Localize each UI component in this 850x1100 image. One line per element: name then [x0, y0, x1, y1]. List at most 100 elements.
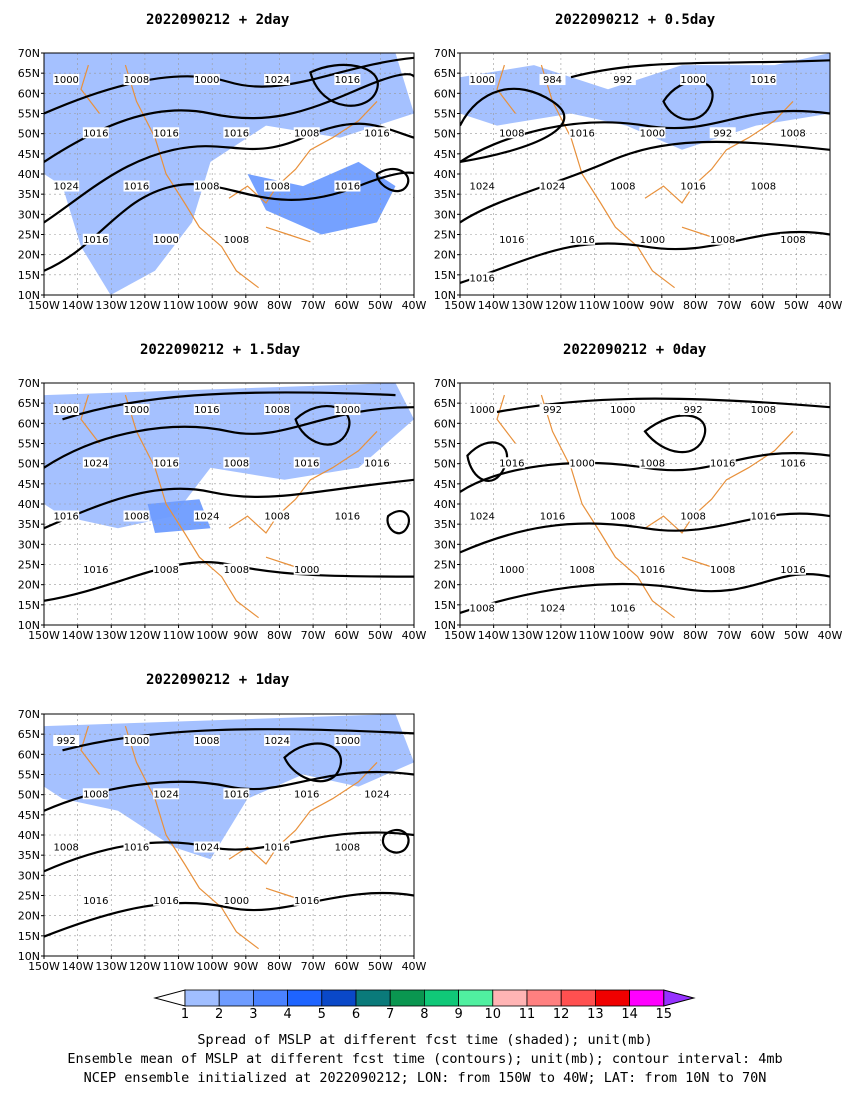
map-panel-0: 1000 1008 1000 1024 1016 1016 1016 1016 1008 1016…	[18, 47, 427, 312]
lon-tick-label: 100W	[612, 629, 644, 642]
lat-tick-label: 15N	[18, 930, 40, 943]
contour-label-bg	[709, 457, 736, 469]
colorbar-swatch	[184, 989, 220, 1007]
contour-label: 1016	[124, 182, 149, 193]
contour-label-bg	[569, 457, 596, 469]
colorbar-tick-label: 1	[180, 1007, 190, 1022]
contour-label: 1024	[53, 182, 78, 193]
contour-label-bg	[264, 180, 291, 192]
lon-tick-label: 110W	[163, 299, 195, 312]
lon-tick-label: 120W	[545, 299, 577, 312]
lat-tick-label: 15N	[18, 269, 40, 282]
isobar-contour	[309, 63, 379, 107]
lat-tick-label: 40N	[18, 498, 40, 511]
lat-tick-label: 25N	[434, 559, 456, 572]
lat-tick-label: 40N	[434, 168, 456, 181]
colorbar-tick-label: 7	[386, 1007, 395, 1022]
colorbar-swatch	[355, 989, 391, 1007]
contour-label-bg	[334, 74, 361, 86]
contour-label-bg	[53, 180, 80, 192]
contour-label: 1000	[124, 736, 149, 747]
lat-tick-label: 35N	[18, 849, 40, 862]
contour-label: 1016	[53, 512, 78, 523]
contour-label-bg	[123, 74, 150, 86]
contour-label-bg	[469, 272, 496, 284]
contour-label-bg	[264, 404, 291, 416]
lat-tick-label: 30N	[434, 538, 456, 551]
lat-tick-label: 20N	[18, 579, 40, 592]
contour-label-bg	[469, 510, 496, 522]
lat-tick-label: 10N	[434, 619, 456, 632]
colorbar-swatch	[389, 989, 425, 1007]
map-panel-1: 1000 984 992 1000 1016 1008 1016 1000 992 1008 102…	[434, 47, 843, 312]
lon-tick-label: 120W	[129, 960, 161, 973]
contour-label: 1016	[680, 182, 705, 193]
contour-label: 1000	[610, 405, 635, 416]
contour-label: 1008	[224, 458, 249, 469]
lat-tick-label: 35N	[18, 518, 40, 531]
footer-line-2: Ensemble mean of MSLP at different fcst …	[67, 1051, 783, 1067]
lon-tick-label: 140W	[478, 299, 510, 312]
contour-label-bg	[82, 457, 109, 469]
contour-label-bg	[750, 510, 777, 522]
contour-label-bg	[82, 788, 109, 800]
contour-label: 992	[684, 405, 703, 416]
contour-label: 1008	[264, 182, 289, 193]
contour-label: 1000	[153, 235, 178, 246]
contour-label: 1008	[780, 235, 805, 246]
contour-label-bg	[750, 74, 777, 86]
contour-label: 1016	[780, 565, 805, 576]
contour-label-bg	[569, 563, 596, 575]
contour-label-bg	[498, 563, 525, 575]
contour-label: 1000	[499, 565, 524, 576]
contour-label: 1000	[569, 458, 594, 469]
contour-label-bg	[539, 74, 566, 86]
isobar-contour	[44, 891, 414, 938]
colorbar-tick-label: 15	[655, 1007, 673, 1022]
lat-tick-label: 55N	[18, 438, 40, 451]
contour-label-bg	[193, 74, 220, 86]
lat-tick-label: 60N	[18, 748, 40, 761]
lat-tick-label: 65N	[18, 67, 40, 80]
contour-label: 1024	[194, 512, 219, 523]
contour-label: 1000	[53, 405, 78, 416]
contour-label: 1024	[469, 182, 494, 193]
lat-tick-label: 20N	[434, 579, 456, 592]
lon-tick-label: 150W	[444, 299, 476, 312]
lat-tick-label: 40N	[434, 498, 456, 511]
coastline	[80, 725, 378, 950]
isobar-contour	[44, 171, 414, 272]
lon-tick-label: 100W	[196, 960, 228, 973]
lon-tick-label: 40W	[402, 299, 427, 312]
contour-label: 984	[543, 75, 562, 86]
contour-label: 1016	[780, 458, 805, 469]
contour-label: 1016	[335, 182, 360, 193]
panel-title: 2022090212 + 0.5day	[555, 12, 716, 28]
contour-label: 1008	[124, 75, 149, 86]
contour-label: 1008	[469, 603, 494, 614]
lat-tick-label: 50N	[434, 458, 456, 471]
lon-tick-label: 90W	[233, 629, 258, 642]
contour-label-bg	[334, 180, 361, 192]
contour-label: 1008	[224, 235, 249, 246]
lat-tick-label: 30N	[434, 208, 456, 221]
contour-label: 1016	[569, 235, 594, 246]
lat-tick-label: 25N	[18, 229, 40, 242]
contour-label: 1008	[610, 512, 635, 523]
contour-label: 1000	[335, 736, 360, 747]
lon-tick-label: 90W	[233, 299, 258, 312]
lon-tick-label: 80W	[267, 629, 292, 642]
contour-label: 1008	[499, 128, 524, 139]
map-area: 1000 1000 1016 1008 1000 1024 1016 1008 1016 1016…	[44, 383, 414, 625]
isobar-contour	[460, 572, 830, 614]
contour-label-bg	[264, 510, 291, 522]
contour-label-bg	[469, 602, 496, 614]
lat-tick-label: 60N	[18, 87, 40, 100]
contour-label-bg	[639, 457, 666, 469]
panel-title: 2022090212 + 2day	[146, 12, 290, 28]
contour-label: 1000	[294, 565, 319, 576]
contour-label-bg	[639, 233, 666, 245]
map-figure: 1000 1008 1000 1024 1016 1016 1016 1016 1008 1016…	[18, 47, 843, 973]
contour-label-bg	[539, 404, 566, 416]
footer-line-1: Spread of MSLP at different fcst time (s…	[197, 1032, 653, 1048]
